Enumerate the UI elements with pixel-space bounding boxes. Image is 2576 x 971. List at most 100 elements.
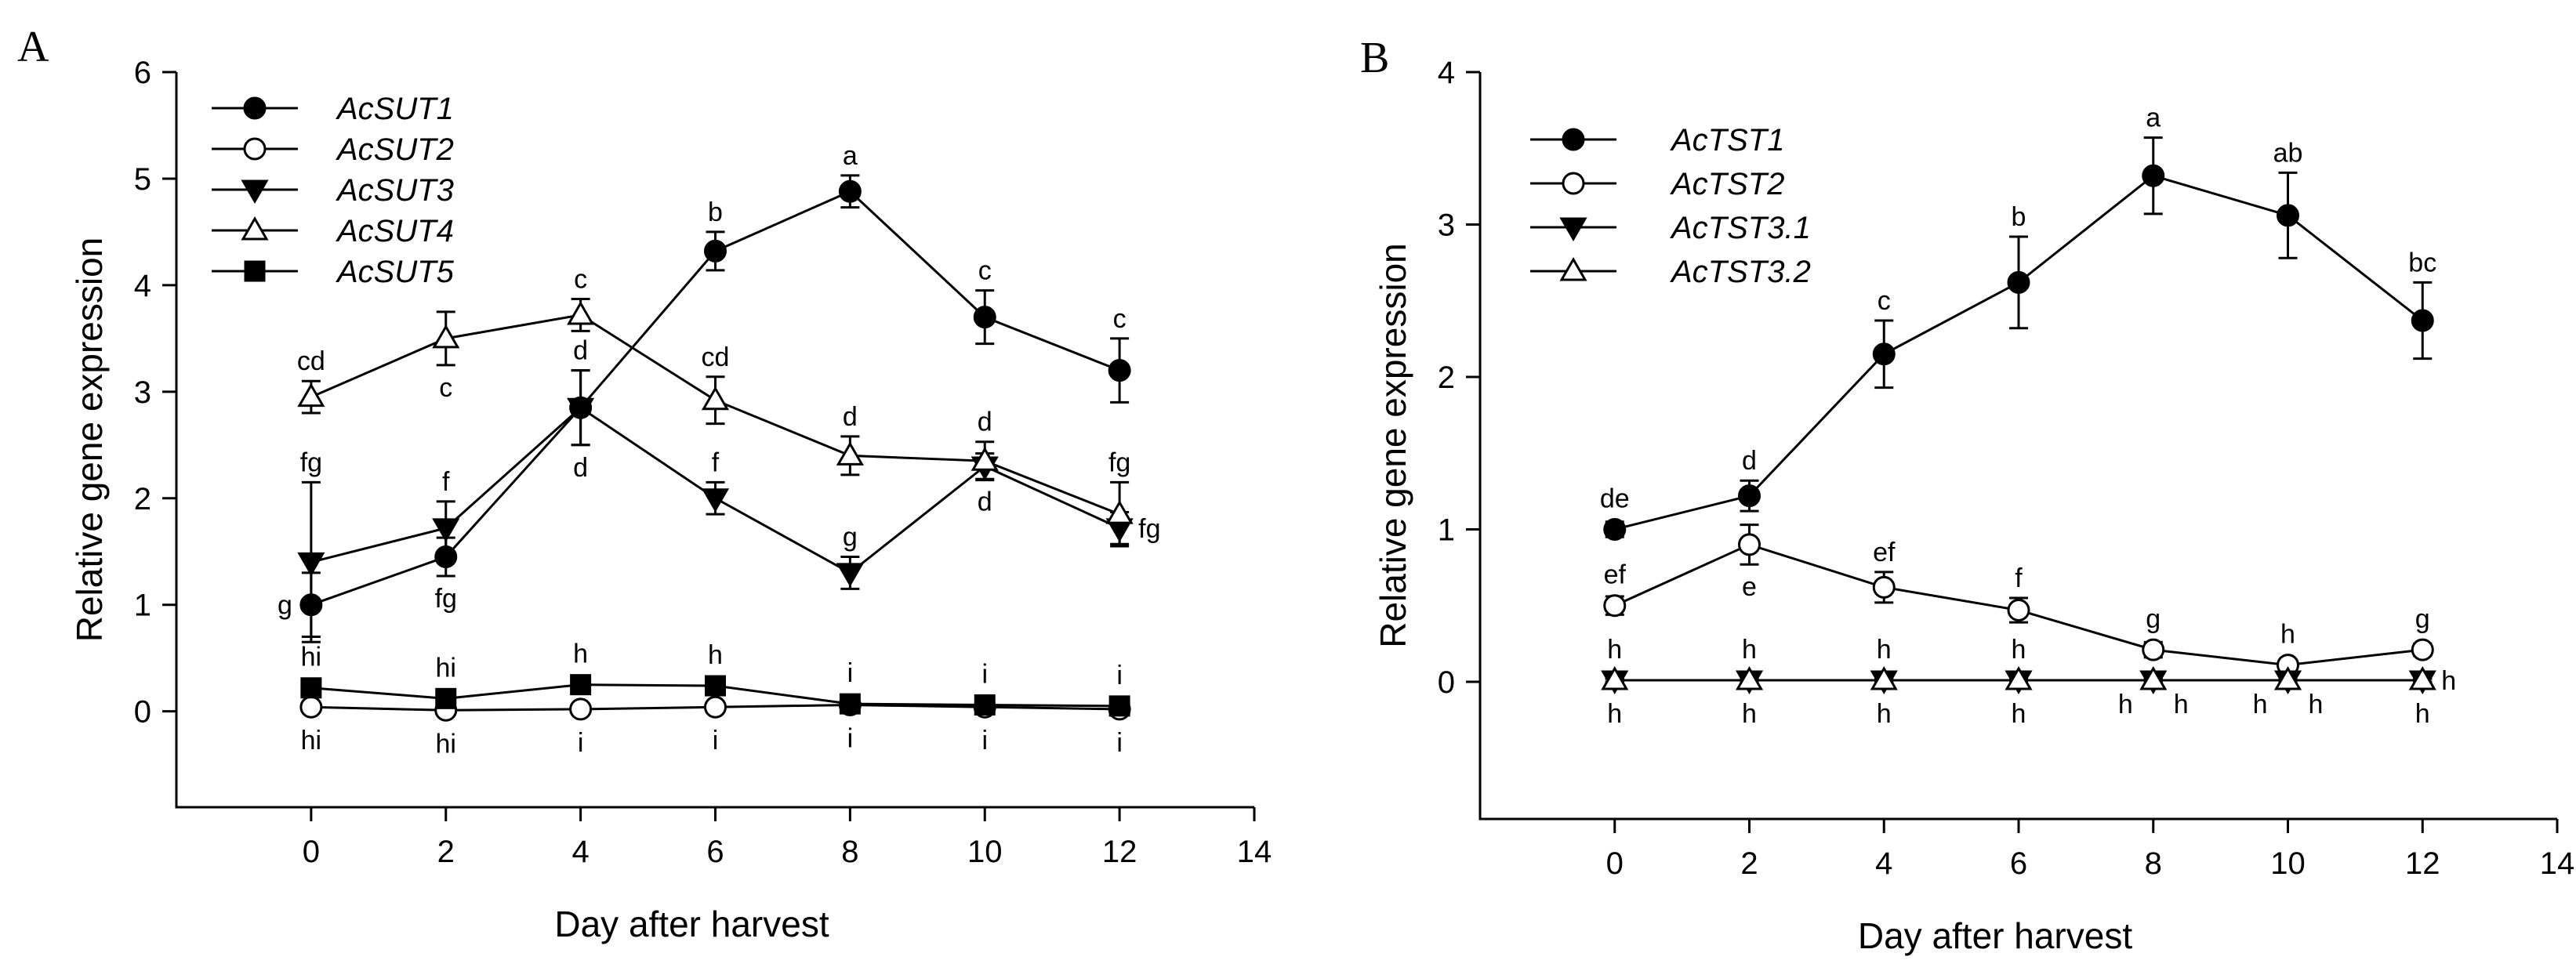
significance-letter: d	[573, 336, 588, 366]
significance-letter: f	[712, 447, 720, 477]
legend-marker	[241, 179, 269, 205]
data-point	[2139, 666, 2168, 690]
x-tick-label: 14	[1237, 835, 1272, 869]
significance-letter: h	[2118, 690, 2133, 719]
data-point	[570, 674, 592, 696]
significance-letter: h	[1877, 699, 1892, 729]
data-point	[435, 687, 457, 709]
significance-letter: h	[2012, 635, 2026, 665]
significance-letter: c	[439, 373, 452, 403]
data-point	[839, 693, 861, 715]
significance-letter: fg	[1108, 447, 1130, 477]
significance-letter: c	[978, 256, 992, 286]
x-tick-label: 10	[967, 835, 1003, 869]
data-point	[1108, 695, 1130, 717]
x-tick-label: 2	[437, 835, 455, 869]
significance-letter: h	[1742, 699, 1757, 729]
legend-label: AcTST3.2	[1670, 255, 1811, 289]
significance-letter: h	[1607, 699, 1622, 729]
y-tick-label: 1	[1438, 513, 1455, 547]
significance-letter: d	[573, 453, 588, 483]
significance-letter: i	[981, 659, 988, 689]
data-point	[569, 697, 593, 721]
data-point	[2007, 599, 2030, 622]
x-axis-title: Day after harvest	[1858, 915, 2132, 956]
significance-letter: de	[1600, 484, 1630, 513]
significance-letter: h	[573, 639, 588, 669]
legend-marker	[241, 216, 269, 241]
data-point	[432, 324, 460, 349]
data-point	[705, 675, 726, 697]
significance-letter: i	[847, 723, 854, 753]
significance-letter: h	[2253, 690, 2268, 719]
y-tick-label: 5	[134, 162, 151, 197]
series-actst2: ef e ef f g h g	[1603, 524, 2434, 677]
legend-label: AcTST2	[1670, 167, 1784, 201]
y-axis-title: Relative gene expression	[1373, 243, 1413, 648]
significance-letter: d	[1742, 446, 1757, 476]
significance-letter: d	[978, 408, 992, 437]
significance-letter: ab	[2273, 138, 2303, 168]
significance-letter: hi	[436, 653, 456, 683]
axis-frame	[1478, 72, 2557, 821]
y-tick-label: 0	[1438, 665, 1455, 700]
significance-letter: i	[981, 726, 988, 755]
legend-label: AcSUT4	[336, 214, 454, 248]
legend-entry-actst1: AcTST1	[1530, 123, 1784, 158]
data-point	[704, 239, 727, 263]
x-tick-label: 2	[1740, 846, 1758, 881]
x-tick-label: 14	[2540, 846, 2575, 881]
data-point	[567, 300, 595, 325]
data-point	[836, 441, 864, 466]
legend-marker	[243, 137, 267, 161]
significance-letter: hi	[301, 643, 321, 672]
significance-letter: h	[1742, 635, 1757, 665]
legend-marker	[1562, 172, 1585, 195]
significance-letter: ef	[1604, 560, 1627, 590]
significance-letter: h	[2309, 690, 2324, 719]
x-tick-label: 10	[2270, 846, 2306, 881]
data-point	[701, 488, 730, 513]
data-point	[1603, 517, 1627, 541]
data-point	[836, 563, 864, 587]
significance-letter: c	[1878, 286, 1891, 316]
significance-letter: f	[442, 467, 450, 497]
y-tick-label: 6	[134, 56, 151, 90]
legend-entry-actst2: AcTST2	[1530, 167, 1784, 201]
significance-letter: cd	[297, 346, 325, 376]
x-tick-label: 6	[2010, 846, 2027, 881]
significance-letter: g	[2146, 604, 2161, 634]
legend-entry-acsut4: AcSUT4	[212, 214, 454, 248]
legend-marker	[1562, 128, 1585, 151]
significance-letter: d	[843, 402, 858, 432]
data-point	[973, 306, 996, 329]
panel-letter: B	[1360, 34, 1389, 82]
legend-label: AcSUT5	[336, 255, 455, 289]
data-point	[1872, 342, 1896, 366]
x-tick-label: 12	[1102, 835, 1137, 869]
data-point	[2408, 666, 2436, 690]
data-point	[2142, 638, 2165, 661]
significance-letter: e	[1742, 572, 1757, 602]
data-point	[838, 179, 862, 203]
series-actst3-2: h h h h h h h	[1601, 635, 2456, 719]
data-point	[1735, 666, 1764, 690]
data-point	[704, 695, 727, 719]
legend-marker	[244, 260, 266, 282]
legend-label: AcTST1	[1670, 123, 1784, 158]
data-point	[567, 397, 595, 422]
y-tick-label: 2	[1438, 361, 1455, 395]
data-point	[1738, 533, 1761, 556]
x-tick-label: 6	[706, 835, 724, 869]
y-tick-label: 1	[134, 589, 151, 623]
data-point	[1738, 484, 1761, 508]
axis-frame	[175, 72, 1254, 809]
significance-letter: fg	[435, 584, 457, 614]
significance-letter: b	[708, 197, 723, 227]
legend-entry-acsut2: AcSUT2	[212, 132, 454, 167]
significance-letter: hi	[436, 729, 456, 759]
